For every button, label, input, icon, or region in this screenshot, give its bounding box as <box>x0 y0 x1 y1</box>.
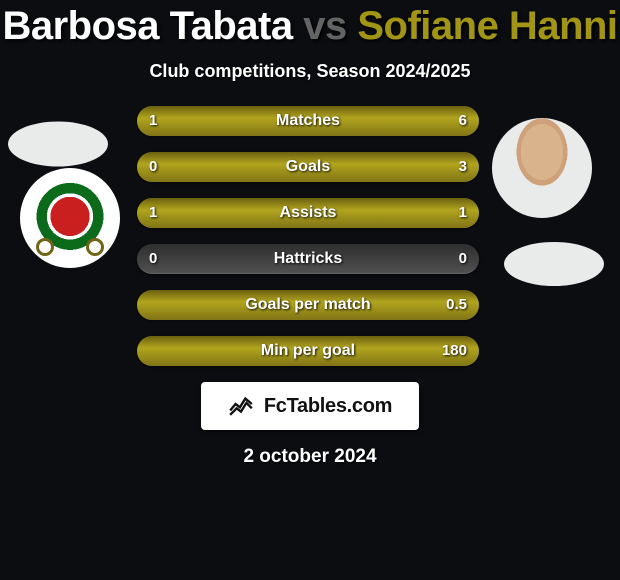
date-label: 2 october 2024 <box>0 446 620 468</box>
player1-name: Barbosa Tabata <box>2 4 292 48</box>
stat-row: 11Assists <box>137 198 479 228</box>
brand-name: FcTables.com <box>264 395 392 418</box>
subtitle: Club competitions, Season 2024/2025 <box>0 61 620 82</box>
vs-label: vs <box>303 4 347 48</box>
player2-name: Sofiane Hanni <box>357 4 617 48</box>
stat-row: 180Min per goal <box>137 336 479 366</box>
club-badge-icon <box>30 178 110 258</box>
stat-row: 03Goals <box>137 152 479 182</box>
main-panel: 16Matches 03Goals 11Assists 00Hattricks 0.5G… <box>0 106 620 468</box>
player2-club-placeholder <box>504 242 604 286</box>
player1-club-badge <box>20 168 120 268</box>
chart-line-icon <box>228 391 254 422</box>
stat-label: Goals <box>137 152 479 182</box>
stats-bars: 16Matches 03Goals 11Assists 00Hattricks 0.5G… <box>137 106 479 366</box>
stat-row: 16Matches <box>137 106 479 136</box>
player2-avatar <box>492 118 592 218</box>
stat-label: Assists <box>137 198 479 228</box>
stat-row: 00Hattricks <box>137 244 479 274</box>
player1-avatar-placeholder <box>8 122 108 167</box>
page-title: Barbosa Tabata vs Sofiane Hanni <box>0 0 620 49</box>
stat-row: 0.5Goals per match <box>137 290 479 320</box>
stat-label: Goals per match <box>137 290 479 320</box>
brand-badge: FcTables.com <box>201 382 419 430</box>
comparison-card: Barbosa Tabata vs Sofiane Hanni Club com… <box>0 0 620 580</box>
stat-label: Min per goal <box>137 336 479 366</box>
stat-label: Hattricks <box>137 244 479 274</box>
stat-label: Matches <box>137 106 479 136</box>
